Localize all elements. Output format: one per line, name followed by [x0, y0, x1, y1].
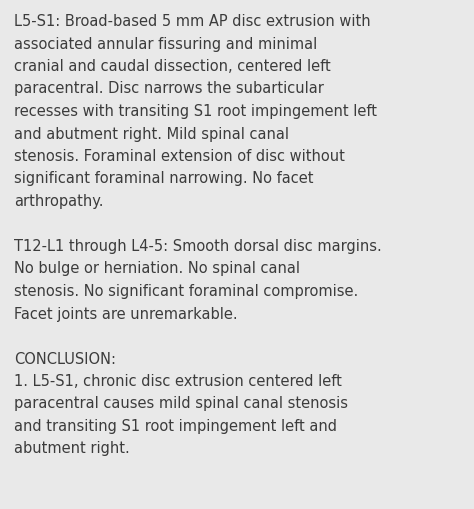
Text: No bulge or herniation. No spinal canal: No bulge or herniation. No spinal canal	[14, 261, 300, 276]
Text: stenosis. Foraminal extension of disc without: stenosis. Foraminal extension of disc wi…	[14, 149, 345, 164]
Text: 1. L5-S1, chronic disc extrusion centered left: 1. L5-S1, chronic disc extrusion centere…	[14, 373, 342, 388]
Text: abutment right.: abutment right.	[14, 441, 130, 456]
Text: arthropathy.: arthropathy.	[14, 193, 103, 209]
Text: CONCLUSION:: CONCLUSION:	[14, 351, 116, 366]
Text: and abutment right. Mild spinal canal: and abutment right. Mild spinal canal	[14, 126, 289, 141]
Text: paracentral causes mild spinal canal stenosis: paracentral causes mild spinal canal ste…	[14, 395, 348, 411]
Text: paracentral. Disc narrows the subarticular: paracentral. Disc narrows the subarticul…	[14, 81, 324, 96]
Text: T12-L1 through L4-5: Smooth dorsal disc margins.: T12-L1 through L4-5: Smooth dorsal disc …	[14, 239, 382, 253]
Text: and transiting S1 root impingement left and: and transiting S1 root impingement left …	[14, 418, 337, 433]
Text: associated annular fissuring and minimal: associated annular fissuring and minimal	[14, 37, 317, 51]
Text: significant foraminal narrowing. No facet: significant foraminal narrowing. No face…	[14, 171, 313, 186]
Text: cranial and caudal dissection, centered left: cranial and caudal dissection, centered …	[14, 59, 331, 74]
Text: Facet joints are unremarkable.: Facet joints are unremarkable.	[14, 306, 237, 321]
Text: L5-S1: Broad-based 5 mm AP disc extrusion with: L5-S1: Broad-based 5 mm AP disc extrusio…	[14, 14, 371, 29]
Text: recesses with transiting S1 root impingement left: recesses with transiting S1 root impinge…	[14, 104, 377, 119]
Text: stenosis. No significant foraminal compromise.: stenosis. No significant foraminal compr…	[14, 284, 358, 298]
